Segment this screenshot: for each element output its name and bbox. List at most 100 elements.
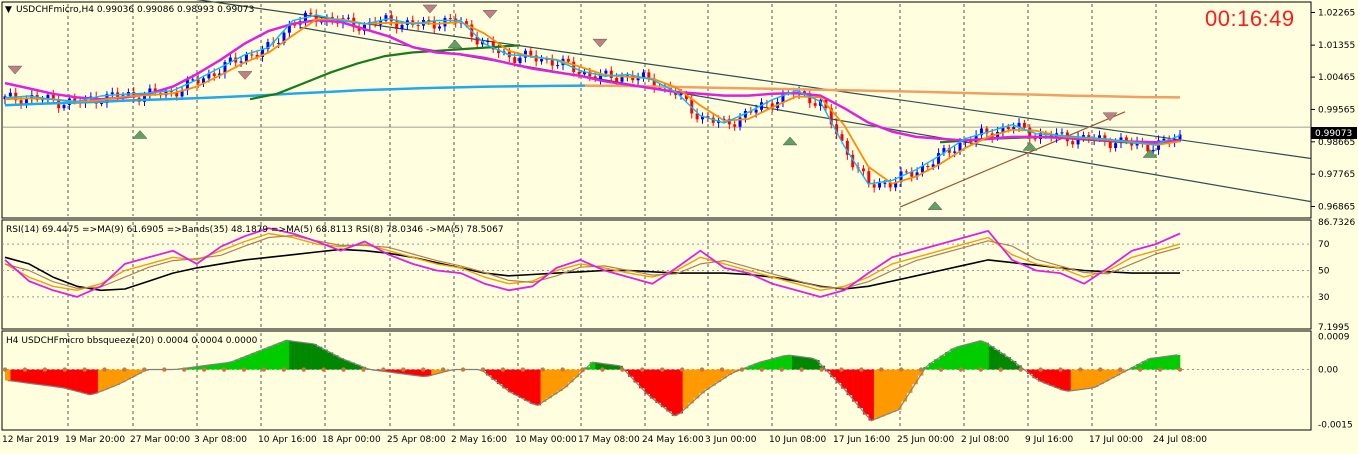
candle-body [73, 98, 77, 102]
candle-body [947, 148, 951, 153]
candle-body [228, 57, 232, 63]
candle-body [813, 103, 817, 106]
squeeze-bar [442, 369, 448, 372]
candle-body [309, 12, 313, 15]
squeeze-bar [540, 369, 547, 402]
squeeze-bar [1147, 358, 1153, 370]
squeeze-bar [496, 369, 503, 385]
candle-body [674, 91, 678, 95]
squeeze-bar [86, 369, 93, 395]
candle-body [1178, 134, 1182, 139]
squeeze-dot [739, 367, 745, 372]
squeeze-bar [436, 369, 443, 374]
candle-body [142, 94, 146, 102]
candle-body [416, 25, 420, 27]
squeeze-dot [719, 367, 725, 372]
candle-body [287, 24, 291, 33]
squeeze-bar [622, 369, 629, 372]
candle-body [1028, 127, 1032, 139]
squeeze-bar [994, 349, 1000, 370]
squeeze-dot [819, 367, 824, 372]
ma-orange-line [4, 18, 1181, 185]
squeeze-bar [32, 369, 39, 385]
squeeze-dot [381, 367, 386, 372]
squeeze-bar [48, 369, 55, 387]
arrow-marker [1022, 141, 1038, 151]
ma-green-line [249, 44, 521, 101]
candle-body [878, 182, 882, 188]
squeeze-bar [868, 369, 875, 421]
squeeze-bar [403, 369, 410, 375]
squeeze-dot [1078, 367, 1083, 372]
price-panel[interactable] [1, 1, 1312, 219]
squeeze-bar [988, 346, 995, 370]
squeeze-bar [234, 359, 241, 370]
x-tick-label: 17 May 08:00 [578, 435, 640, 445]
squeeze-bar [1158, 357, 1164, 370]
candle-body [277, 42, 281, 44]
squeeze-bar [939, 355, 946, 370]
squeeze-dot [1098, 367, 1103, 372]
squeeze-bar [857, 369, 864, 409]
squeeze-bar [863, 369, 869, 415]
squeeze-bar [1048, 369, 1055, 386]
squeeze-dot [201, 367, 207, 372]
squeeze-bar [884, 369, 891, 415]
squeeze-bar [1026, 369, 1033, 374]
x-tick-label: 12 Mar 2019 [2, 435, 59, 445]
squeeze-bar [327, 352, 334, 370]
candle-body [652, 78, 656, 88]
squeeze-dot [261, 367, 267, 372]
squeeze-bar [136, 369, 142, 374]
candle-body [250, 54, 254, 56]
squeeze-bar [321, 349, 328, 370]
x-tick-label: 17 Jun 16:00 [833, 435, 890, 445]
candle-body [550, 59, 554, 66]
candle-body [110, 92, 114, 95]
dropdown-arrow-icon[interactable]: ▼ [5, 5, 12, 15]
squeeze-bar [1087, 369, 1093, 389]
squeeze-bar [966, 343, 973, 370]
candle-body [582, 71, 586, 75]
candle-body [706, 116, 710, 118]
candle-body [754, 109, 758, 113]
squeeze-bar [130, 369, 137, 377]
candle-body [636, 77, 640, 81]
candle-body [202, 78, 206, 84]
candle-body [400, 24, 404, 30]
channel-upper-line [195, 0, 1312, 160]
squeeze-bar [846, 369, 853, 396]
arrow-marker [927, 201, 943, 210]
squeeze-bar [813, 359, 820, 370]
squeeze-bar [185, 367, 192, 370]
squeeze-dot [1058, 367, 1063, 372]
arrow-marker [132, 130, 148, 139]
candle-body [861, 168, 865, 172]
squeeze-dot [182, 367, 187, 372]
squeeze-bar [1043, 369, 1050, 384]
candle-body [314, 14, 318, 22]
candle-body [191, 79, 195, 81]
squeeze-bar [912, 369, 918, 385]
x-tick-label: 9 Jul 16:00 [1025, 435, 1074, 445]
squeeze-bar [567, 369, 574, 383]
candle-body [904, 171, 908, 173]
squeeze-dot [1137, 367, 1143, 372]
squeeze-bar [343, 360, 350, 370]
squeeze-bar [688, 369, 694, 404]
candle-body [1162, 138, 1166, 141]
candle-body [695, 113, 699, 120]
candle-body [266, 42, 270, 50]
squeeze-bar [1054, 369, 1061, 388]
candle-body [1098, 135, 1102, 139]
squeeze-bar [606, 364, 612, 370]
candle-body [196, 79, 200, 84]
squeeze-dot [281, 367, 287, 372]
candle-body [690, 99, 694, 114]
squeeze-bar [256, 350, 263, 370]
squeeze-bar [715, 369, 722, 383]
arrow-marker [782, 136, 798, 146]
squeeze-dot [361, 367, 366, 372]
squeeze-bar [1076, 369, 1082, 390]
